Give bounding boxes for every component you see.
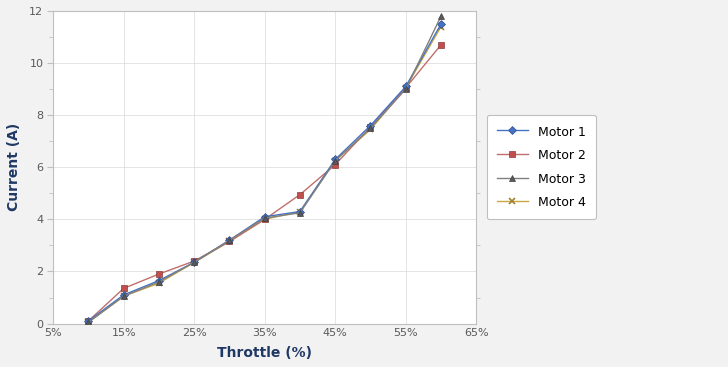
Y-axis label: Current (A): Current (A) [7, 123, 21, 211]
Motor 1 [119, 293, 128, 297]
Motor 4 [401, 86, 410, 90]
Motor 3 [401, 87, 410, 91]
Line: Motor 4: Motor 4 [85, 23, 445, 326]
Motor 3 [225, 238, 234, 242]
Motor 3 [84, 320, 92, 324]
Motor 1 [331, 157, 339, 161]
Motor 1 [401, 84, 410, 89]
Motor 3 [331, 159, 339, 163]
Motor 4 [119, 294, 128, 298]
Line: Motor 3: Motor 3 [85, 13, 445, 326]
Motor 4 [331, 159, 339, 163]
Line: Motor 2: Motor 2 [86, 42, 444, 324]
Line: Motor 1: Motor 1 [86, 21, 444, 324]
Motor 4 [154, 281, 163, 286]
Motor 2 [190, 259, 199, 263]
Motor 2 [401, 86, 410, 90]
Motor 3 [437, 14, 446, 18]
Motor 4 [261, 217, 269, 222]
Motor 1 [190, 260, 199, 265]
Motor 1 [296, 209, 304, 214]
Motor 3 [261, 216, 269, 220]
Motor 2 [154, 272, 163, 276]
Motor 2 [261, 217, 269, 222]
Motor 2 [366, 125, 375, 129]
Motor 2 [84, 319, 92, 323]
Motor 1 [84, 319, 92, 323]
Motor 4 [84, 320, 92, 324]
Motor 4 [225, 239, 234, 244]
Motor 3 [119, 294, 128, 298]
Motor 2 [119, 286, 128, 291]
Motor 2 [437, 43, 446, 47]
Motor 1 [366, 123, 375, 128]
Motor 3 [366, 126, 375, 130]
Motor 1 [261, 215, 269, 219]
Motor 2 [331, 163, 339, 167]
Motor 3 [154, 280, 163, 284]
Motor 4 [366, 127, 375, 132]
Motor 1 [437, 22, 446, 26]
Motor 1 [225, 238, 234, 242]
Motor 4 [296, 209, 304, 214]
Motor 2 [225, 239, 234, 244]
Motor 4 [437, 24, 446, 29]
Motor 4 [190, 260, 199, 265]
Motor 3 [190, 260, 199, 265]
Motor 3 [296, 211, 304, 215]
Motor 1 [154, 279, 163, 283]
Motor 2 [296, 192, 304, 197]
X-axis label: Throttle (%): Throttle (%) [217, 346, 312, 360]
Legend: Motor 1, Motor 2, Motor 3, Motor 4: Motor 1, Motor 2, Motor 3, Motor 4 [487, 115, 596, 219]
